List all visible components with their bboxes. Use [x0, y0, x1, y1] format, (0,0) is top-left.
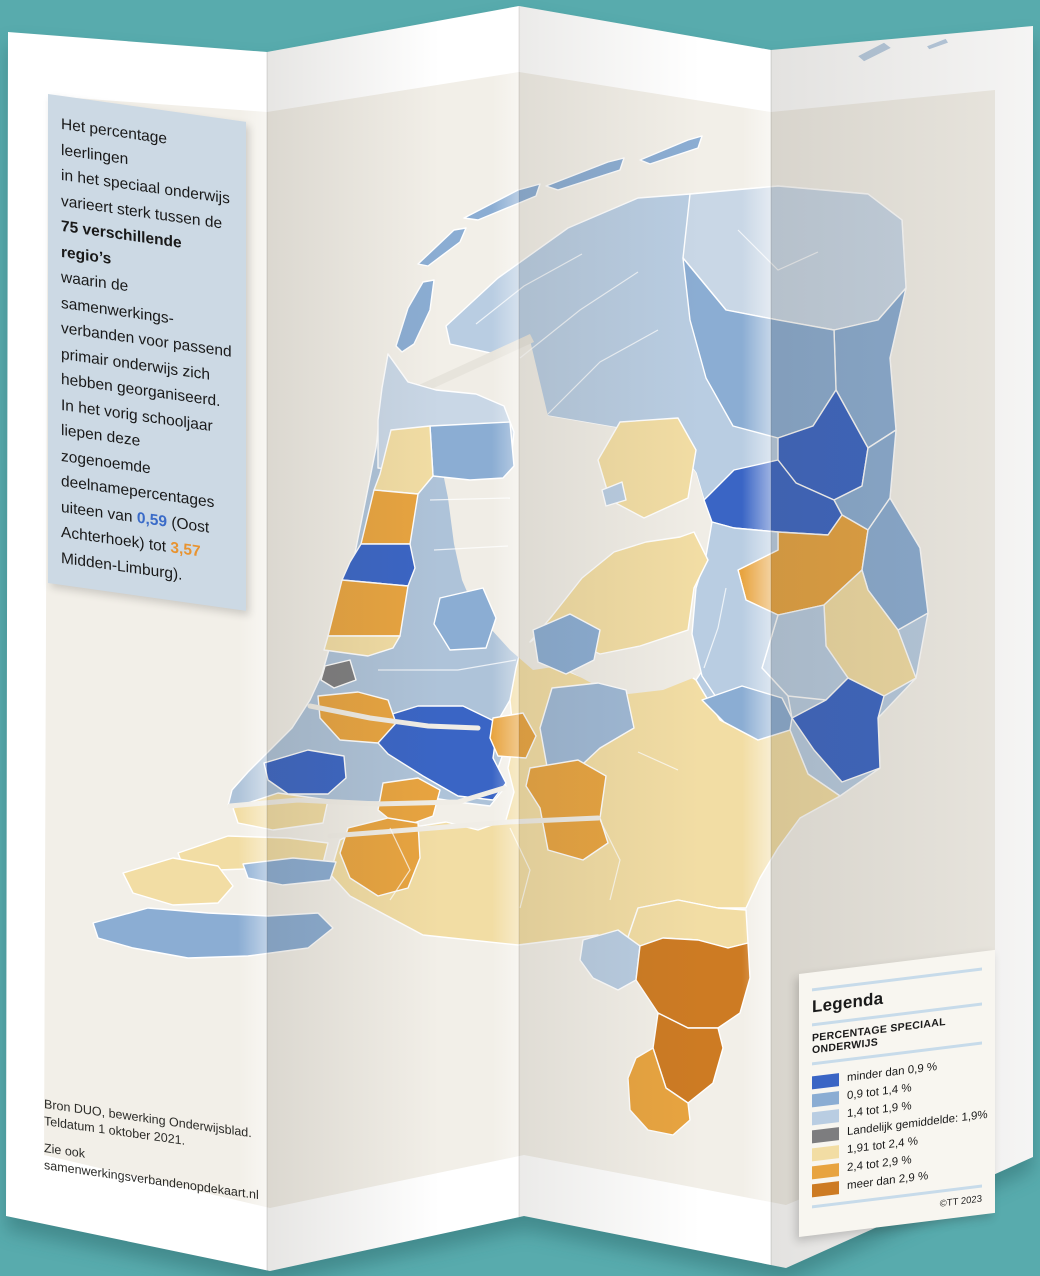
- region-walcheren: [122, 857, 234, 906]
- legend-card: Legenda PERCENTAGE SPECIAAL ONDERWIJS mi…: [799, 949, 995, 1237]
- legend-color-chip: [812, 1180, 839, 1197]
- legend-color-chip: [812, 1144, 839, 1161]
- legend-color-chip: [812, 1072, 839, 1089]
- legend-color-chip: [812, 1108, 839, 1125]
- legend-color-chip: [812, 1126, 839, 1143]
- legend-color-chip: [812, 1162, 839, 1179]
- intro-text: Het percentage leerlingen in het speciaal…: [61, 115, 232, 584]
- legend-color-chip: [812, 1090, 839, 1107]
- legend-subtitle: PERCENTAGE SPECIAAL ONDERWIJS: [812, 1015, 946, 1057]
- intro-text-box: Het percentage leerlingen in het speciaal…: [48, 94, 246, 611]
- legend-items: minder dan 0,9 % 0,9 tot 1,4 % 1,4 tot 1,9…: [812, 1053, 988, 1200]
- legend-title: Legenda: [812, 988, 884, 1017]
